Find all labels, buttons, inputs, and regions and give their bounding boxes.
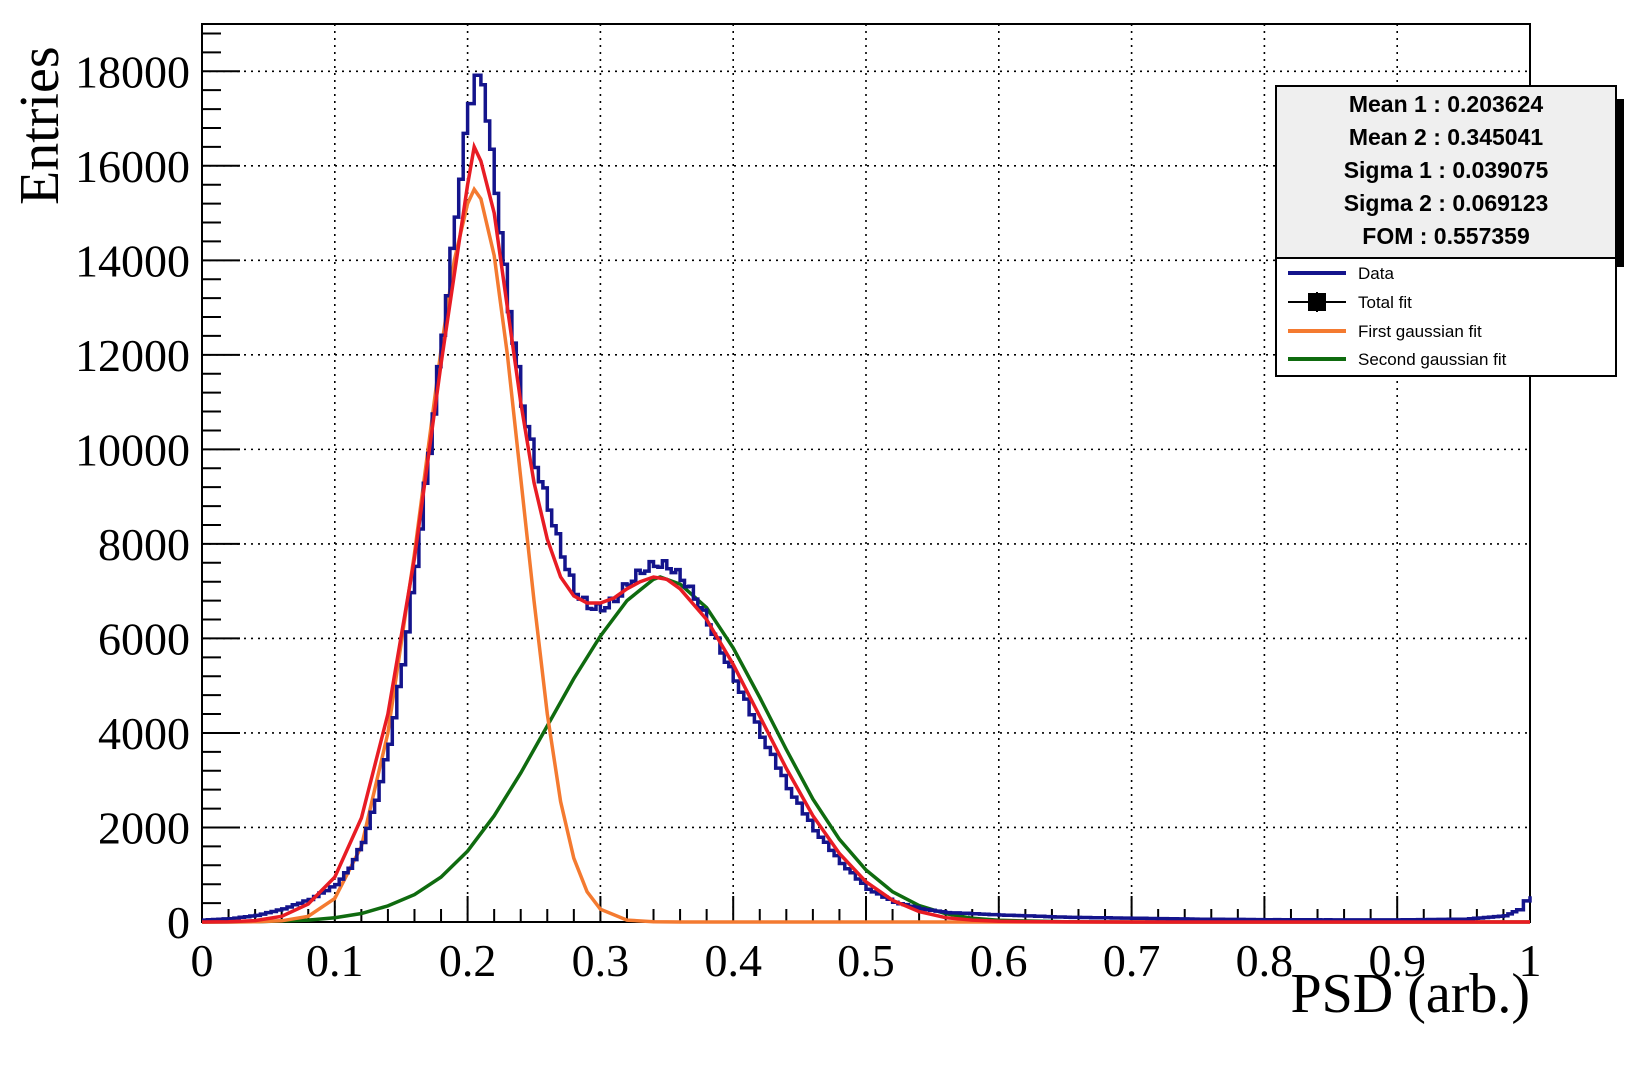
legend-label-total-fit: Total fit xyxy=(1358,293,1412,312)
series-layer xyxy=(201,73,1532,924)
stats-box-frame xyxy=(1275,85,1617,259)
x-tick-label: 0.2 xyxy=(439,935,497,986)
x-tick-label: 0.6 xyxy=(970,935,1028,986)
y-axis-title: Entries xyxy=(9,46,71,205)
y-tick-label: 2000 xyxy=(98,802,190,853)
stats-mean-1: Mean 1 : 0.203624 xyxy=(1349,91,1544,117)
y-tick-label: 10000 xyxy=(75,424,190,475)
stats-sigma-1: Sigma 1 : 0.039075 xyxy=(1344,157,1549,183)
y-tick-label: 4000 xyxy=(98,708,190,759)
series-line-total-fit xyxy=(201,141,1530,924)
x-tick-label: 0.7 xyxy=(1103,935,1161,986)
series-line-first-gaussian-fit xyxy=(202,185,1530,924)
y-tick-label: 12000 xyxy=(75,330,190,381)
y-tick-label: 14000 xyxy=(75,235,190,286)
y-tick-label: 0 xyxy=(167,897,190,948)
stats-box: Mean 1 : 0.203624 Mean 2 : 0.345041 Sigm… xyxy=(1275,85,1624,267)
legend-label-data: Data xyxy=(1358,264,1394,283)
x-tick-label: 0.9 xyxy=(1368,935,1426,986)
legend-label-second-gaussian-fit: Second gaussian fit xyxy=(1358,350,1507,369)
y-tick-label: 18000 xyxy=(75,46,190,97)
x-tick-label: 0 xyxy=(191,935,214,986)
y-tick-labels: 0 2000 4000 6000 8000 10000 12000 14000 16000 180… xyxy=(75,46,190,948)
x-tick-label: 0.1 xyxy=(306,935,364,986)
legend-frame xyxy=(1275,257,1617,377)
x-tick-label: 0.3 xyxy=(572,935,630,986)
legend-swatch-total-fit-marker xyxy=(1308,293,1326,311)
y-tick-label: 6000 xyxy=(98,613,190,664)
y-tick-label: 8000 xyxy=(98,519,190,570)
x-tick-label: 1 xyxy=(1519,935,1542,986)
x-axis-title: PSD (arb.) xyxy=(1290,963,1530,1025)
legend-label-first-gaussian-fit: First gaussian fit xyxy=(1358,322,1482,341)
y-tick-label: 16000 xyxy=(75,141,190,192)
stats-fom: FOM : 0.557359 xyxy=(1362,223,1529,249)
x-tick-label: 0.4 xyxy=(704,935,762,986)
stats-sigma-2: Sigma 2 : 0.069123 xyxy=(1344,190,1549,216)
stats-mean-2: Mean 2 : 0.345041 xyxy=(1349,124,1544,150)
legend: Data Total fit First gaussian fit Second… xyxy=(1275,257,1617,377)
series-line-data xyxy=(202,73,1532,922)
x-tick-labels: 0 0.1 0.2 0.3 0.4 0.5 0.6 0.7 0.8 0.9 1 xyxy=(191,935,1542,986)
x-tick-label: 0.5 xyxy=(837,935,895,986)
x-tick-label: 0.8 xyxy=(1236,935,1294,986)
